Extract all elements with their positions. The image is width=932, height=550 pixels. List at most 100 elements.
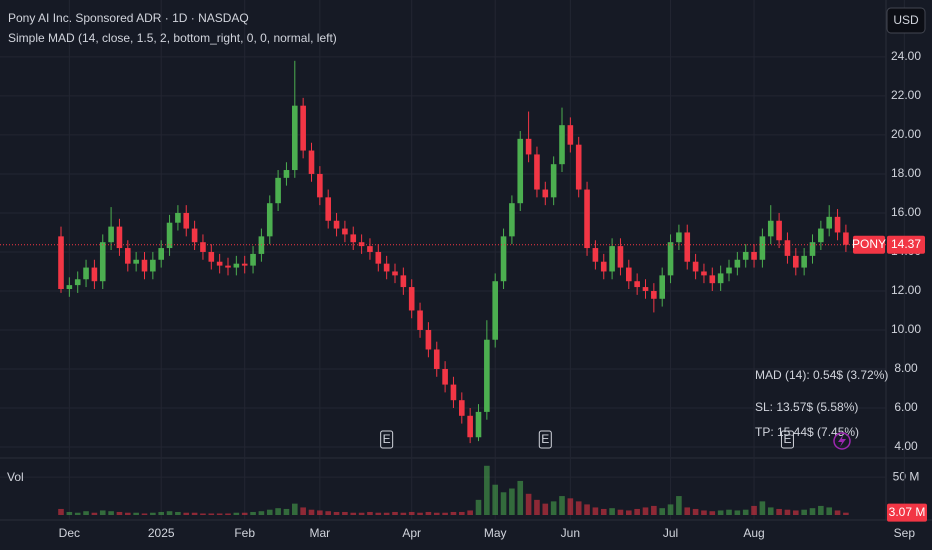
volume-bar	[116, 511, 123, 515]
volume-bar	[717, 510, 724, 515]
y-tick-label: 16.00	[891, 205, 921, 219]
volume-bar	[141, 513, 148, 515]
candle-body	[250, 253, 256, 266]
volume-bar	[843, 512, 849, 515]
candle-body	[83, 267, 89, 280]
volume-bar	[818, 505, 824, 515]
volume-bar	[584, 504, 590, 515]
x-tick-label: Jul	[663, 526, 678, 540]
currency-button[interactable]	[886, 7, 926, 34]
x-tick-label: Jun	[561, 526, 580, 540]
symbol-box	[853, 235, 885, 254]
volume-bar	[408, 511, 415, 515]
volume-bar	[133, 512, 139, 515]
x-tick-label: Mar	[310, 526, 331, 540]
candle-body	[742, 251, 749, 260]
volume-bar	[383, 512, 390, 515]
volume-bar	[692, 508, 699, 515]
volume-bar	[809, 508, 816, 515]
candle-body	[342, 228, 348, 235]
currency-label[interactable]: USD	[893, 13, 919, 27]
candle-body	[333, 220, 340, 229]
candle-body	[475, 411, 482, 438]
candle-body	[584, 189, 590, 249]
volume-bar	[108, 511, 114, 515]
volume-bar	[642, 507, 649, 515]
candle-body	[793, 255, 799, 268]
candle-body	[525, 138, 532, 155]
volume-bar	[484, 465, 490, 515]
y-tick-label: 6.00	[894, 400, 918, 414]
volume-bar	[433, 512, 440, 515]
annotation: SL: 13.57$ (5.58%)	[755, 400, 858, 414]
candle-body	[734, 259, 741, 268]
candle-body	[592, 248, 599, 262]
candle-body	[91, 267, 98, 282]
alert-bolt	[838, 435, 846, 447]
volume-bar	[542, 503, 549, 515]
volume-bar	[701, 510, 707, 515]
candle-body	[809, 242, 816, 256]
candle-body	[367, 246, 373, 252]
volume-bar	[684, 507, 691, 515]
candle-body	[425, 329, 432, 350]
volume-bar	[325, 511, 331, 515]
volume-bar	[676, 496, 682, 515]
volume-bar	[58, 508, 64, 515]
candle-body	[408, 287, 415, 311]
volume-bar	[467, 510, 473, 515]
candle-body	[726, 267, 732, 274]
candle-body	[200, 242, 206, 252]
volume-bar	[592, 507, 599, 515]
candle-body	[450, 384, 457, 401]
candle-body	[784, 240, 791, 256]
volume-bar	[459, 511, 465, 515]
volume-bar	[726, 509, 732, 515]
x-tick-label: Sep	[894, 526, 916, 540]
candle-body	[141, 259, 148, 272]
volume-bar	[659, 508, 665, 515]
volume-tick-label: 50 M	[893, 469, 920, 483]
candle-body	[617, 246, 624, 268]
candle-body	[659, 275, 665, 299]
candle-body	[233, 263, 240, 268]
last-price-label: 14.37	[891, 237, 921, 251]
volume-bar	[392, 511, 398, 515]
volume-bar	[375, 512, 382, 515]
volume-bar	[793, 510, 799, 515]
volume-bar	[575, 501, 582, 515]
earnings-label: E	[541, 432, 549, 446]
y-tick-label: 12.00	[891, 283, 921, 297]
candle-body	[325, 197, 331, 221]
alert-icon[interactable]	[833, 432, 851, 450]
candle-body	[308, 150, 315, 174]
candle-body	[317, 173, 323, 198]
volume-label: Vol	[7, 470, 24, 484]
volume-bar	[826, 507, 832, 515]
volume-bar	[233, 512, 240, 515]
volume-bar	[634, 508, 640, 515]
volume-bar	[567, 498, 574, 515]
y-tick-label: 8.00	[894, 361, 918, 375]
volume-bar	[776, 508, 782, 515]
volume-bar	[400, 512, 407, 515]
volume-bar	[300, 507, 306, 515]
volume-bar	[759, 501, 766, 515]
candle-body	[74, 279, 81, 286]
volume-bar	[767, 507, 774, 515]
volume-bar	[734, 510, 741, 515]
candle-body	[417, 310, 423, 330]
volume-bar	[751, 505, 757, 515]
volume-bar	[166, 511, 173, 515]
candle-body	[241, 263, 248, 266]
volume-bar	[175, 511, 181, 515]
volume-bar	[308, 509, 315, 515]
candle-body	[99, 242, 106, 282]
candle-body	[600, 261, 607, 272]
y-tick-label: 22.00	[891, 88, 921, 102]
candle-body	[225, 265, 231, 268]
volume-bar	[266, 509, 273, 515]
candle-body	[283, 170, 290, 178]
grid: 4.006.008.0010.0012.0014.0016.0018.0020.…	[0, 0, 921, 540]
